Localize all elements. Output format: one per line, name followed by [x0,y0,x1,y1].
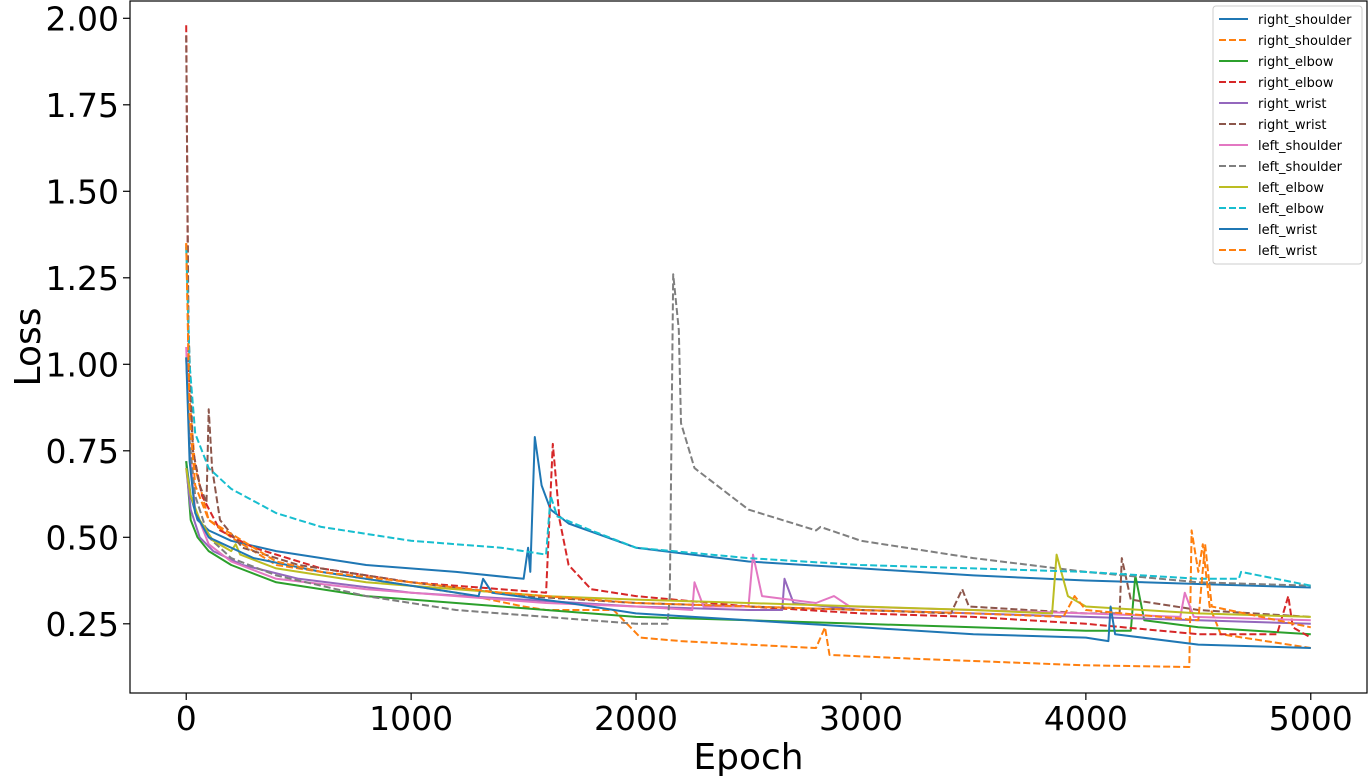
series-line-left_wrist-10 [185,357,1311,649]
legend-label: left_shoulder [1258,139,1343,154]
legend-label: left_elbow [1258,181,1324,196]
x-axis-ticks: 0 1000 2000 3000 4000 5000 [176,693,1353,738]
legend-label: right_elbow [1258,55,1334,70]
y-tick-label: 1.00 [46,345,119,384]
x-tick-label: 4000 [1044,699,1128,738]
x-tick-label: 3000 [819,699,903,738]
x-tick-label: 0 [176,699,197,738]
legend-label: right_shoulder [1258,34,1352,49]
legend-label: left_wrist [1258,244,1317,259]
legend-label: left_elbow [1258,202,1324,217]
series-line-left_shoulder-6 [185,346,1311,622]
legend-label: right_wrist [1258,118,1327,133]
y-axis-label: Loss [8,308,49,387]
y-tick-label: 2.00 [46,0,119,38]
legend-label: right_wrist [1258,97,1327,112]
series-line-left_shoulder-7 [185,273,1311,625]
y-tick-label: 1.50 [46,172,119,211]
series-line-right_elbow-3 [185,25,1312,639]
x-tick-label: 2000 [594,699,678,738]
legend-label: left_shoulder [1258,160,1343,175]
x-tick-label: 1000 [369,699,453,738]
series-line-left_elbow-9 [185,246,1311,587]
y-tick-label: 0.75 [46,432,119,471]
y-tick-label: 0.25 [46,605,119,644]
legend-box [1212,5,1363,265]
series-line-right_elbow-2 [185,461,1311,636]
y-tick-label: 0.50 [46,518,119,557]
series-line-right_wrist-5 [185,35,1311,618]
y-tick-label: 1.25 [46,259,119,298]
series-lines [185,25,1312,668]
y-axis-ticks: 0.25 0.50 0.75 1.00 1.25 1.50 1.75 2.00 [46,0,130,644]
legend-label: left_wrist [1258,223,1317,238]
series-line-left_wrist-11 [185,243,1312,629]
legend: right_shoulderright_shoulderright_elbowr… [1212,5,1363,265]
legend-label: right_elbow [1258,76,1334,91]
legend-label: right_shoulder [1258,13,1352,28]
x-axis-label: Epoch [693,737,803,776]
series-line-right_shoulder-0 [185,436,1311,589]
y-tick-label: 1.75 [46,86,119,125]
plot-frame [129,0,1368,694]
x-tick-label: 5000 [1269,699,1353,738]
